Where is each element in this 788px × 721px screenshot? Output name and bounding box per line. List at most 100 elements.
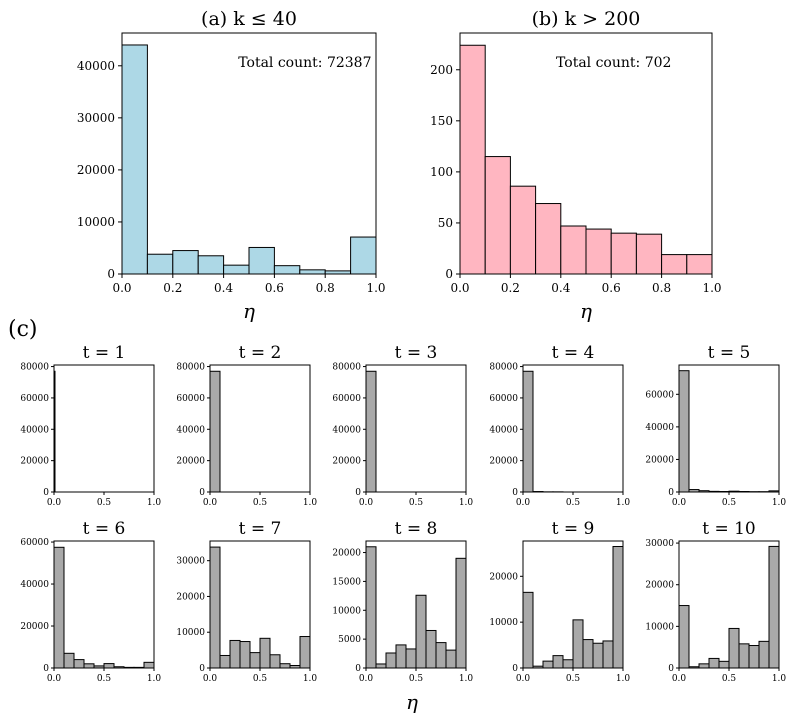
bar-8-7 — [279, 663, 291, 669]
y-tick-label-4-1: 20000 — [332, 457, 361, 467]
y-tick-label-4-2: 40000 — [332, 425, 361, 435]
bar-1-3 — [535, 203, 562, 275]
bar-10-5 — [572, 619, 584, 669]
x-tick-label-8-1: 0.5 — [253, 674, 268, 684]
bar-8-2 — [229, 639, 241, 669]
x-tick-label-1-5: 1.0 — [702, 281, 721, 295]
x-tick-label-2-1: 0.5 — [97, 498, 112, 508]
y-tick-label-0-4: 40000 — [77, 59, 115, 73]
chart-panel-8: 0.0 0.5 1.0 0 10000 20000 30000 t = 7 — [176, 519, 317, 684]
bar-7-2 — [73, 659, 85, 669]
bar-1-0 — [459, 44, 486, 275]
y-tick-label-6-3: 60000 — [645, 390, 674, 400]
bar-8-9 — [299, 636, 311, 669]
bar-6-0 — [678, 370, 690, 493]
chart-panel-10: 0.0 0.5 1.0 0 10000 20000 t = 9 — [489, 519, 630, 684]
y-tick-label-1-0: 0 — [445, 267, 453, 281]
y-tick-label-11-0: 0 — [668, 664, 674, 674]
y-tick-label-8-3: 30000 — [176, 557, 205, 567]
bar-9-0 — [365, 546, 377, 669]
panels-layer: 0.0 0.2 0.4 0.6 0.8 1.0010000200003000040000(… — [20, 8, 786, 684]
x-tick-label-8-2: 1.0 — [303, 674, 318, 684]
bar-9-3 — [395, 644, 407, 669]
y-tick-label-9-2: 10000 — [332, 606, 361, 616]
x-tick-label-5-2: 1.0 — [616, 498, 631, 508]
y-tick-label-7-3: 60000 — [20, 538, 49, 548]
y-tick-label-3-2: 40000 — [176, 425, 205, 435]
bar-1-2 — [509, 185, 537, 275]
chart-title-0: (a) k ≤ 40 — [201, 8, 297, 30]
x-axis-label-0: η — [243, 299, 255, 323]
y-tick-label-5-1: 20000 — [489, 457, 518, 467]
chart-title-9: t = 8 — [395, 519, 438, 539]
x-tick-label-6-0: 0.0 — [672, 498, 687, 508]
bar-8-6 — [269, 654, 281, 669]
y-tick-label-2-3: 60000 — [20, 394, 49, 404]
y-tick-label-10-0: 0 — [512, 664, 518, 674]
x-tick-label-11-1: 0.5 — [722, 674, 737, 684]
y-tick-label-8-2: 20000 — [176, 592, 205, 602]
bar-11-2 — [698, 663, 710, 669]
bar-0-9 — [350, 236, 377, 275]
y-tick-label-11-3: 30000 — [645, 539, 674, 549]
bar-10-3 — [552, 655, 564, 669]
x-tick-label-11-2: 1.0 — [772, 674, 787, 684]
chart-panel-1: 0.0 0.2 0.4 0.6 0.8 1.0 0 50 100 150 200 (b) k > 20… — [430, 8, 721, 323]
chart-title-1: (b) k > 200 — [532, 8, 641, 30]
bar-1-7 — [635, 233, 663, 275]
bar-7-9 — [143, 661, 155, 669]
bar-7-0 — [53, 546, 65, 669]
chart-title-3: t = 2 — [239, 343, 282, 363]
bar-0-1 — [146, 253, 174, 275]
bar-9-9 — [455, 557, 467, 669]
y-tick-label-7-0: 0 — [43, 664, 49, 674]
y-tick-label-3-4: 80000 — [176, 363, 205, 373]
bar-10-4 — [562, 659, 574, 669]
x-tick-label-3-2: 1.0 — [303, 498, 318, 508]
x-tick-label-4-0: 0.0 — [359, 498, 374, 508]
panel-c-label: (c) — [8, 317, 38, 342]
bar-0-6 — [273, 265, 301, 275]
chart-title-5: t = 4 — [552, 343, 595, 363]
bar-5-0 — [522, 370, 534, 493]
chart-panel-7: 0.0 0.5 1.0 0 20000 40000 60000 t = 6 — [20, 519, 161, 684]
y-tick-label-5-4: 80000 — [489, 363, 518, 373]
x-tick-label-9-2: 1.0 — [459, 674, 474, 684]
y-tick-label-2-4: 80000 — [20, 363, 49, 373]
y-tick-label-5-2: 40000 — [489, 425, 518, 435]
bar-9-1 — [375, 663, 387, 669]
x-axis-label-1: η — [580, 299, 592, 323]
bar-1-8 — [661, 254, 688, 275]
x-tick-label-8-0: 0.0 — [203, 674, 218, 684]
bar-11-8 — [758, 640, 770, 669]
chart-panel-6: 0.0 0.5 1.0 0 20000 40000 60000 t = 5 — [645, 343, 786, 508]
y-tick-label-4-3: 60000 — [332, 394, 361, 404]
chart-title-8: t = 7 — [239, 519, 282, 539]
y-tick-label-0-3: 30000 — [77, 111, 115, 125]
y-tick-label-10-2: 20000 — [489, 572, 518, 582]
y-tick-label-9-3: 15000 — [332, 577, 361, 587]
bar-9-2 — [385, 652, 397, 669]
bar-9-5 — [415, 594, 427, 669]
bar-11-3 — [708, 657, 720, 669]
y-tick-label-6-1: 20000 — [645, 455, 674, 465]
chart-title-6: t = 5 — [708, 343, 751, 363]
x-tick-label-0-4: 0.8 — [316, 281, 335, 295]
x-tick-label-2-2: 1.0 — [147, 498, 162, 508]
x-tick-label-1-1: 0.2 — [501, 281, 520, 295]
x-tick-label-9-0: 0.0 — [359, 674, 374, 684]
y-tick-label-5-0: 0 — [512, 488, 518, 498]
x-tick-label-7-0: 0.0 — [47, 674, 62, 684]
chart-title-4: t = 3 — [395, 343, 438, 363]
y-tick-label-7-1: 20000 — [20, 622, 49, 632]
bar-10-7 — [592, 642, 604, 669]
bar-10-6 — [582, 639, 594, 669]
x-tick-label-0-1: 0.2 — [163, 281, 182, 295]
x-tick-label-0-5: 1.0 — [366, 281, 385, 295]
bar-8-0 — [209, 546, 221, 669]
y-tick-label-10-1: 10000 — [489, 618, 518, 628]
x-tick-label-11-0: 0.0 — [672, 674, 687, 684]
bar-8-1 — [219, 654, 231, 669]
bar-3-0 — [209, 370, 221, 493]
